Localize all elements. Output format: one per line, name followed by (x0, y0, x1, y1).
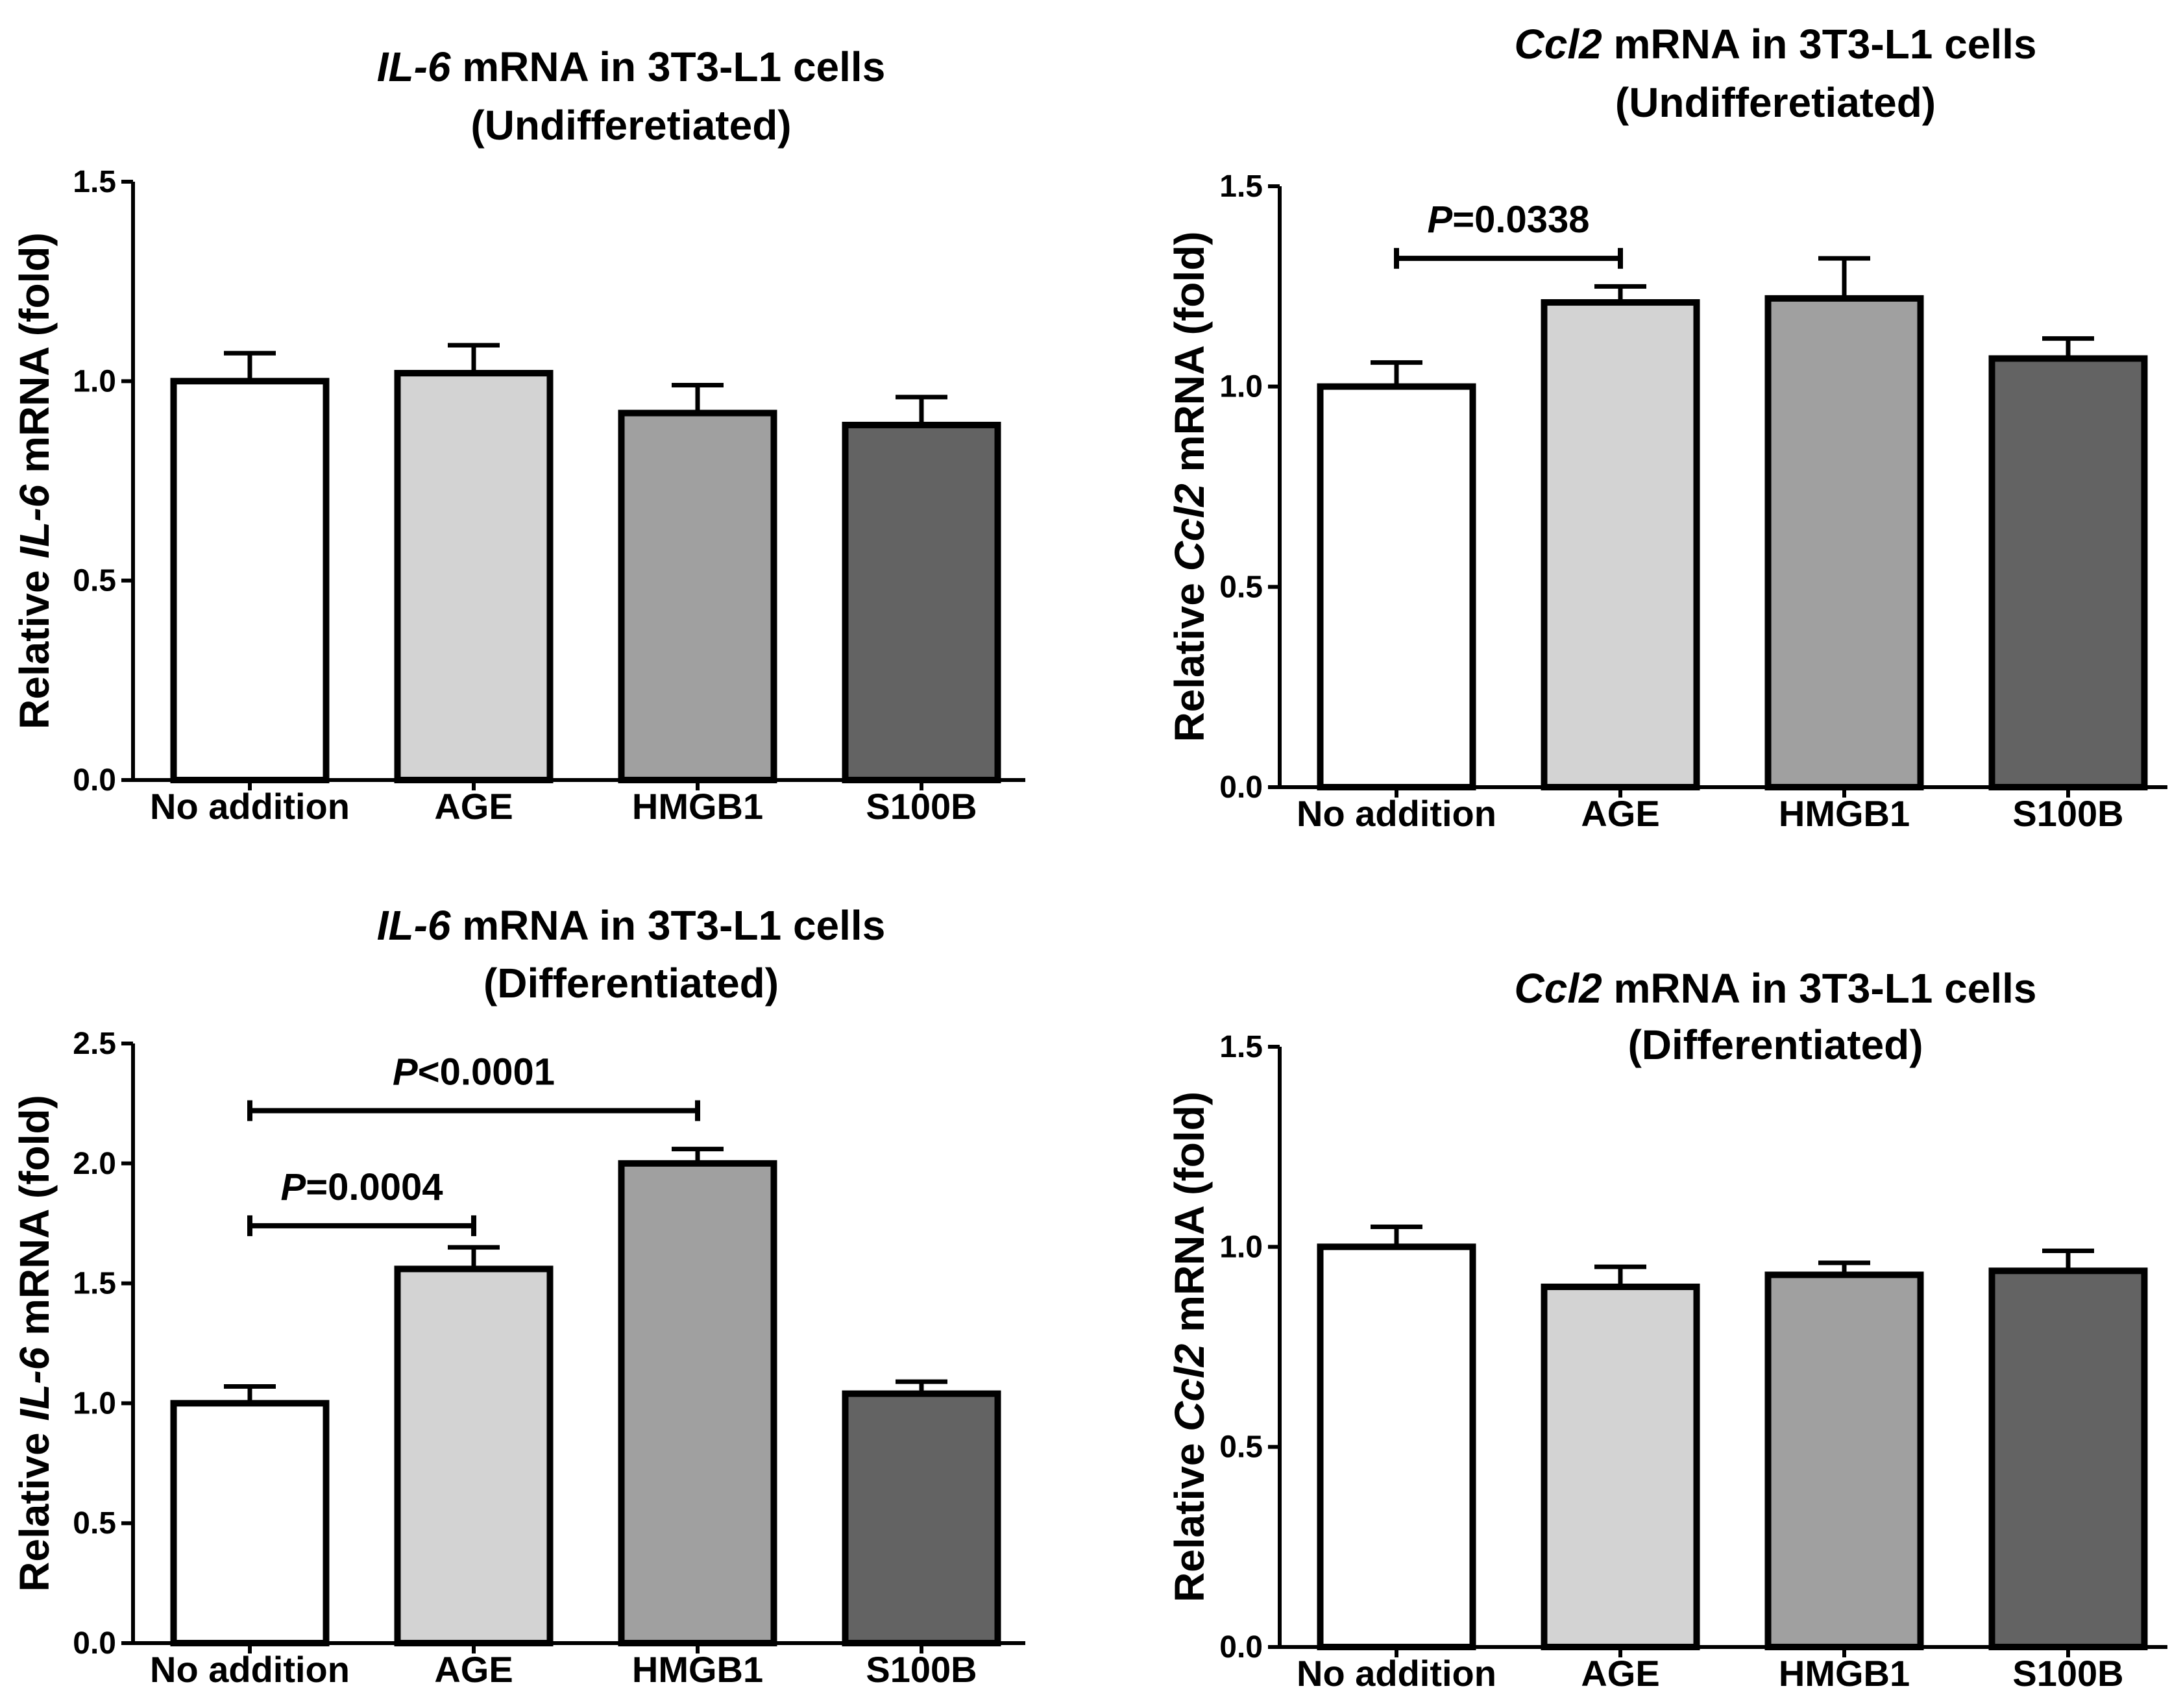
y-axis-label-suffix: mRNA (fold) (1166, 231, 1213, 483)
category-label: AGE (434, 1649, 513, 1690)
bar (170, 1400, 330, 1646)
bar (842, 1390, 1001, 1646)
y-tick-label: 0.0 (73, 1626, 116, 1661)
y-axis-label: Relative Ccl2 mRNA (fold) (1166, 231, 1213, 742)
y-axis-label-gene: Ccl2 (1166, 1344, 1213, 1432)
y-axis-label-gene: IL-6 (11, 1347, 58, 1421)
category-label: S100B (2012, 793, 2123, 834)
category-label: HMGB1 (632, 1649, 763, 1690)
category-label: No addition (1297, 1653, 1496, 1694)
y-tick-label: 1.0 (1219, 1230, 1263, 1264)
chart-title-gene: Ccl2 (1515, 965, 1602, 1012)
chart-subtitle: (Differentiated) (1628, 1021, 1923, 1068)
y-axis-label: Relative Ccl2 mRNA (fold) (1166, 1092, 1213, 1602)
chart-subtitle: (Undifferetiated) (1615, 79, 1936, 126)
y-tick-label: 0.0 (1219, 1630, 1263, 1665)
y-tick-label: 0.5 (73, 1506, 116, 1541)
category-label: S100B (866, 1649, 977, 1690)
bar (1764, 1271, 1924, 1650)
p-value-label: P=0.0338 (1428, 199, 1590, 241)
y-tick-label: 1.5 (1219, 169, 1263, 204)
category-label: AGE (1581, 1653, 1659, 1694)
y-axis-label-suffix: mRNA (fold) (11, 1095, 58, 1347)
bar (1988, 1267, 2148, 1651)
chart-title: Ccl2 mRNA in 3T3-L1 cells (1515, 21, 2037, 67)
y-axis-label-prefix: Relative (11, 559, 58, 729)
y-tick-label: 2.5 (73, 1027, 116, 1061)
bar (170, 378, 330, 783)
chart-title-gene: IL-6 (377, 43, 451, 90)
category-label: No addition (1297, 793, 1496, 834)
p-value-text: <0.0001 (418, 1051, 555, 1093)
y-axis-label: Relative IL-6 mRNA (fold) (11, 232, 58, 729)
y-tick-label: 0.0 (73, 763, 116, 798)
chart-subtitle: (Differentiated) (483, 960, 779, 1006)
bar (394, 370, 554, 783)
p-value-symbol: P (281, 1166, 306, 1208)
y-axis-label-suffix: mRNA (fold) (1166, 1092, 1213, 1344)
category-label: HMGB1 (1779, 1653, 1910, 1694)
y-tick-label: 1.5 (73, 165, 116, 199)
p-value-label: P<0.0001 (393, 1051, 555, 1093)
bar (1317, 383, 1476, 790)
bar (842, 421, 1001, 783)
p-value-symbol: P (1428, 199, 1453, 241)
y-tick-label: 1.0 (73, 1386, 116, 1421)
bar (1988, 355, 2148, 790)
category-label: HMGB1 (632, 786, 763, 827)
y-axis-label: Relative IL-6 mRNA (fold) (11, 1095, 58, 1592)
y-tick-label: 2.0 (73, 1147, 116, 1181)
bar (1541, 1284, 1700, 1650)
chart-panel-4: Ccl2 mRNA in 3T3-L1 cells (Differentiated… (1166, 965, 2167, 1694)
chart-title-gene: Ccl2 (1515, 21, 1602, 67)
bar (618, 409, 777, 783)
y-tick-label: 1.5 (1219, 1030, 1263, 1064)
category-label: S100B (866, 786, 977, 827)
bar (618, 1160, 777, 1647)
y-tick-label: 1.0 (73, 364, 116, 398)
y-tick-label: 1.5 (73, 1267, 116, 1301)
chart-title: Ccl2 mRNA in 3T3-L1 cells (1515, 965, 2037, 1012)
y-tick-label: 0.5 (1219, 570, 1263, 604)
y-axis-label-prefix: Relative (1166, 1432, 1213, 1602)
chart-title-rest: mRNA in 3T3-L1 cells (450, 902, 885, 949)
chart-title: IL-6 mRNA in 3T3-L1 cells (377, 902, 886, 949)
y-axis-label-prefix: Relative (1166, 571, 1213, 742)
category-label: S100B (2012, 1653, 2123, 1694)
chart-subtitle: (Undifferetiated) (470, 102, 791, 149)
chart-title: IL-6 mRNA in 3T3-L1 cells (377, 43, 886, 90)
chart-title-gene: IL-6 (377, 902, 451, 949)
p-value-text: =0.0004 (306, 1166, 443, 1208)
y-axis-label-prefix: Relative (11, 1421, 58, 1592)
chart-panel-3: IL-6 mRNA in 3T3-L1 cells (Differentiated… (11, 902, 1025, 1690)
chart-title-rest: mRNA in 3T3-L1 cells (1602, 21, 2037, 67)
category-label: No addition (150, 1649, 350, 1690)
y-tick-label: 0.5 (73, 564, 116, 598)
bar (1764, 295, 1924, 790)
bar (394, 1265, 554, 1646)
chart-panel-1: IL-6 mRNA in 3T3-L1 cells (Undifferetiate… (11, 43, 1025, 827)
p-value-label: P=0.0004 (281, 1166, 443, 1208)
y-axis-label-suffix: mRNA (fold) (11, 232, 58, 485)
bar (1541, 299, 1700, 790)
p-value-text: =0.0338 (1452, 199, 1589, 241)
y-axis-label-gene: IL-6 (11, 484, 58, 558)
chart-title-rest: mRNA in 3T3-L1 cells (1602, 965, 2037, 1012)
category-label: AGE (1581, 793, 1659, 834)
category-label: AGE (434, 786, 513, 827)
bar (1317, 1243, 1476, 1651)
y-tick-label: 1.0 (1219, 370, 1263, 404)
chart-panel-2: Ccl2 mRNA in 3T3-L1 cells (Undifferetiate… (1166, 21, 2167, 834)
category-label: No addition (150, 786, 350, 827)
y-axis-label-gene: Ccl2 (1166, 483, 1213, 571)
y-tick-label: 0.5 (1219, 1430, 1263, 1465)
chart-title-rest: mRNA in 3T3-L1 cells (450, 43, 885, 90)
category-label: HMGB1 (1779, 793, 1910, 834)
y-tick-label: 0.0 (1219, 770, 1263, 805)
p-value-symbol: P (393, 1051, 418, 1093)
